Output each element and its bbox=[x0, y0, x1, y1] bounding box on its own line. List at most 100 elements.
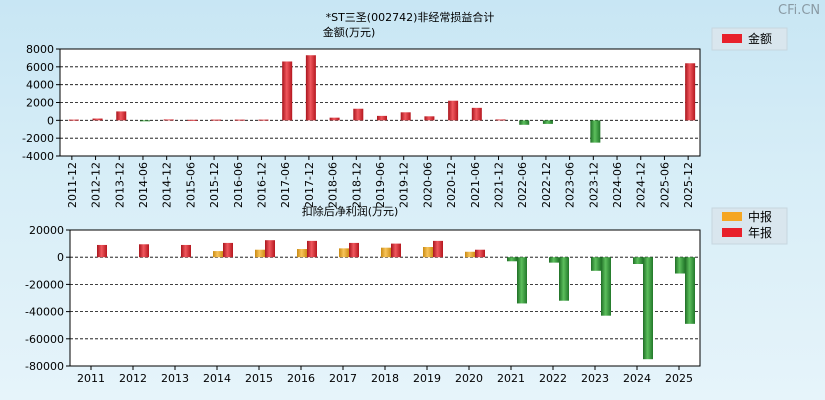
y-tick-label: -4000 bbox=[22, 150, 54, 163]
bar-金额 bbox=[590, 120, 601, 143]
bar-金额 bbox=[542, 120, 553, 124]
bar-中报 bbox=[423, 247, 433, 258]
bar-金额 bbox=[258, 119, 269, 121]
x-tick-label: 2017-12 bbox=[303, 162, 316, 208]
bar-金额 bbox=[329, 117, 340, 121]
bar-金额 bbox=[495, 119, 506, 121]
y-tick-label: -20000 bbox=[25, 278, 64, 291]
bar-年报 bbox=[685, 257, 695, 324]
bar-金额 bbox=[353, 108, 364, 121]
x-tick-label: 2022-12 bbox=[540, 162, 553, 208]
bar-年报 bbox=[349, 242, 359, 258]
x-tick-label: 2017 bbox=[329, 372, 357, 385]
bar-金额 bbox=[377, 115, 387, 121]
chart1-legend: 金额 bbox=[711, 27, 788, 51]
x-tick-label: 2018 bbox=[371, 372, 399, 385]
bar-中报 bbox=[675, 257, 685, 274]
watermark: CFi.CN bbox=[778, 3, 820, 18]
y-tick-label: 20000 bbox=[29, 224, 64, 237]
bar-年报 bbox=[391, 243, 401, 258]
x-tick-label: 2011-12 bbox=[66, 162, 79, 208]
x-tick-label: 2024 bbox=[623, 372, 651, 385]
x-tick-label: 2014-12 bbox=[161, 162, 174, 208]
bar-年报 bbox=[433, 240, 443, 258]
y-tick-label: -40000 bbox=[25, 306, 64, 319]
bar-金额 bbox=[685, 63, 696, 121]
bar-金额 bbox=[139, 120, 150, 122]
chart2-legend: 中报 年报 bbox=[711, 207, 788, 245]
x-tick-label: 2018-12 bbox=[350, 162, 363, 208]
bar-年报 bbox=[265, 240, 275, 258]
chart2-x-ticks: 2011 2012 2013 2014 2015 2016 2017 2018 2019 2020… bbox=[77, 366, 693, 385]
x-tick-label: 2014-06 bbox=[137, 162, 150, 208]
bar-金额 bbox=[282, 61, 293, 121]
y-tick-label: -80000 bbox=[25, 360, 64, 373]
x-tick-label: 2024-06 bbox=[611, 162, 624, 208]
y-tick-label: -2000 bbox=[22, 132, 54, 145]
bar-金额 bbox=[163, 119, 174, 121]
y-tick-label: 0 bbox=[57, 251, 64, 264]
x-tick-label: 2013 bbox=[161, 372, 189, 385]
bar-金额 bbox=[92, 118, 103, 121]
chart1-x-ticks: 2011-12 2012-12 2013-12 2014-06 2014-12 2015-… bbox=[66, 156, 695, 208]
bar-年报 bbox=[559, 257, 569, 301]
bar-中报 bbox=[297, 249, 307, 258]
bar-中报 bbox=[465, 251, 475, 258]
chart2-title: 扣除后净利润(万元) bbox=[302, 204, 399, 218]
bar-金额 bbox=[471, 107, 482, 121]
legend-swatch-amount bbox=[722, 34, 742, 43]
x-tick-label: 2023-06 bbox=[564, 162, 577, 208]
y-tick-label: 0 bbox=[47, 114, 54, 127]
bar-金额 bbox=[400, 112, 411, 121]
bar-中报 bbox=[381, 247, 391, 258]
x-tick-label: 2016-06 bbox=[232, 162, 245, 208]
bar-中报 bbox=[255, 249, 265, 258]
bar-金额 bbox=[305, 55, 316, 121]
bar-金额 bbox=[448, 100, 459, 121]
bar-中报 bbox=[213, 251, 223, 258]
x-tick-label: 2025 bbox=[665, 372, 693, 385]
x-tick-label: 2023 bbox=[581, 372, 609, 385]
bar-年报 bbox=[307, 240, 317, 258]
x-tick-label: 2012-12 bbox=[90, 162, 103, 208]
bar-年报 bbox=[475, 249, 485, 258]
bar-年报 bbox=[643, 257, 653, 360]
x-tick-label: 2017-06 bbox=[279, 162, 292, 208]
bar-年报 bbox=[517, 257, 527, 304]
x-tick-label: 2011 bbox=[77, 372, 105, 385]
bar-年报 bbox=[601, 257, 611, 316]
x-tick-label: 2020-06 bbox=[421, 162, 434, 208]
x-tick-label: 2018-06 bbox=[327, 162, 340, 208]
x-tick-label: 2019-12 bbox=[398, 162, 411, 208]
x-tick-label: 2013-12 bbox=[113, 162, 126, 208]
x-tick-label: 2025-06 bbox=[658, 162, 671, 208]
legend-swatch-annual bbox=[722, 228, 742, 237]
bar-金额 bbox=[234, 119, 245, 121]
y-tick-label: 8000 bbox=[26, 43, 54, 56]
x-tick-label: 2014 bbox=[203, 372, 231, 385]
y-tick-label: -60000 bbox=[25, 333, 64, 346]
legend-label-annual: 年报 bbox=[748, 225, 772, 240]
y-tick-label: 6000 bbox=[26, 61, 54, 74]
bar-金额 bbox=[424, 116, 435, 121]
bar-金额 bbox=[519, 120, 530, 125]
x-tick-label: 2022 bbox=[539, 372, 567, 385]
bar-金额 bbox=[68, 119, 79, 121]
x-tick-label: 2016 bbox=[287, 372, 315, 385]
x-tick-label: 2023-12 bbox=[587, 162, 600, 208]
x-tick-label: 2015-06 bbox=[184, 162, 197, 208]
bar-中报 bbox=[549, 257, 559, 263]
chart2-y-ticks: 20000 0 -20000 -40000 -60000 -80000 bbox=[25, 224, 70, 373]
chart1-y-ticks: 8000 6000 4000 2000 0 -2000 -4000 bbox=[22, 43, 60, 163]
x-tick-label: 2022-06 bbox=[516, 162, 529, 208]
legend-label-interim: 中报 bbox=[748, 209, 772, 224]
x-tick-label: 2024-12 bbox=[635, 162, 648, 208]
x-tick-label: 2025-12 bbox=[682, 162, 695, 208]
x-tick-label: 2020 bbox=[455, 372, 483, 385]
y-tick-label: 4000 bbox=[26, 79, 54, 92]
bar-金额 bbox=[187, 119, 198, 121]
bar-中报 bbox=[633, 257, 643, 264]
bar-中报 bbox=[591, 257, 601, 271]
bar-金额 bbox=[211, 119, 222, 121]
